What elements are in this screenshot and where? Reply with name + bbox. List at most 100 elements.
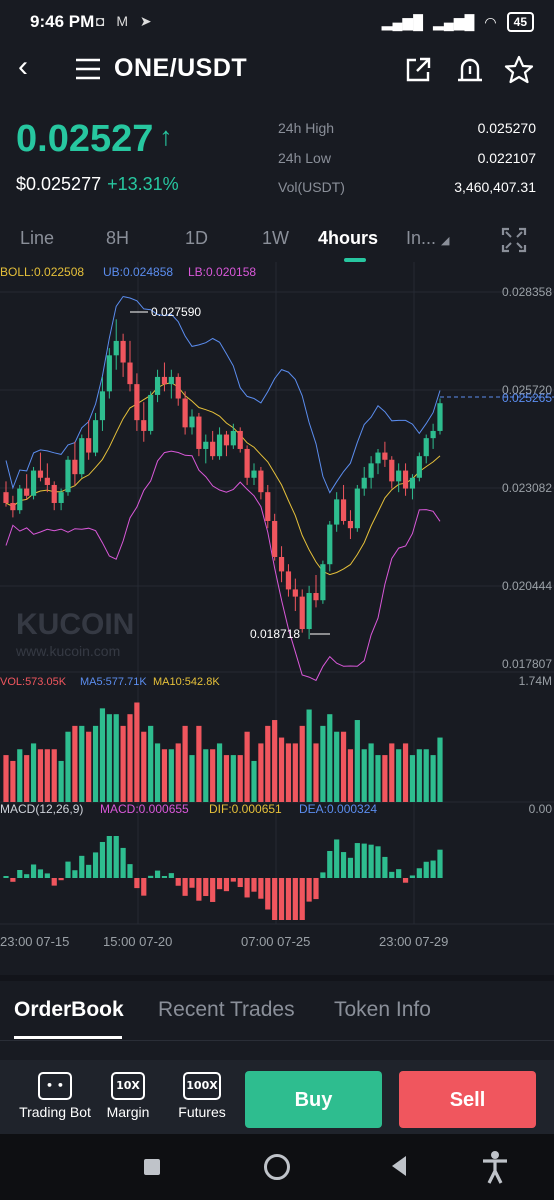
low-value: 0.022107 [477, 150, 536, 166]
volume-bar [278, 737, 285, 802]
volume-bar [44, 749, 50, 802]
time-tick-2: 15:00 07-20 [103, 934, 172, 949]
candle-body [44, 477, 50, 485]
candle-body [278, 557, 285, 572]
macd-bar [10, 878, 16, 882]
candle [30, 466, 37, 500]
macd-axis-zero: 0.00 [529, 802, 553, 816]
macd-bar [396, 869, 402, 878]
time-tick-1: 23:00 07-15 [0, 934, 69, 949]
candle [51, 481, 57, 511]
candle [278, 546, 285, 583]
dif-value: DIF:0.000651 [209, 802, 282, 816]
macd-bar [272, 878, 278, 920]
candle-body [285, 571, 292, 590]
tab-orderbook[interactable]: OrderBook [14, 998, 124, 1021]
futures-button[interactable]: 100X Futures [162, 1072, 242, 1120]
candle-body [51, 484, 57, 503]
volume-bar [17, 749, 23, 802]
tab-token-info[interactable]: Token Info [334, 998, 431, 1021]
sell-button[interactable]: Sell [399, 1071, 536, 1128]
volume-bar [154, 743, 161, 802]
candle [161, 362, 168, 392]
margin-label: Margin [106, 1104, 150, 1120]
candle-body [182, 398, 188, 428]
candle [382, 441, 388, 467]
candle-body [258, 470, 264, 493]
candle [334, 492, 340, 532]
divider [0, 975, 554, 981]
volume-bar [299, 725, 305, 802]
interval-line[interactable]: Line [20, 228, 55, 248]
interval-indicators[interactable]: In... ◢ [406, 228, 450, 249]
fullscreen-icon[interactable] [500, 226, 528, 254]
accessibility-icon[interactable] [480, 1150, 510, 1184]
candle [409, 474, 416, 500]
volume-bar [423, 749, 429, 802]
tab-recent-trades[interactable]: Recent Trades [158, 998, 295, 1021]
macd-bar [210, 878, 216, 902]
recent-apps-icon[interactable] [144, 1159, 160, 1175]
signal-icon-2: ▂▄▆█ [433, 13, 475, 30]
candle-body [154, 376, 161, 395]
share-icon[interactable] [402, 54, 434, 86]
pair-title[interactable]: ONE/USDT [114, 54, 248, 82]
candle-body [306, 593, 312, 630]
price-tick-5: 0.017807 [502, 657, 552, 671]
interval-4hours[interactable]: 4hours [318, 228, 379, 248]
lb-label: LB:0.020158 [188, 265, 256, 279]
macd-bar [196, 878, 202, 901]
candle-body [168, 376, 174, 385]
home-icon[interactable] [264, 1154, 290, 1180]
macd-bar [258, 878, 264, 899]
interval-1w[interactable]: 1W [262, 228, 289, 248]
candle [402, 463, 409, 496]
interval-1d[interactable]: 1D [185, 228, 209, 248]
volume-bar [113, 714, 119, 802]
header: ‹ ONE/USDT [0, 44, 554, 96]
candle-body [37, 470, 44, 478]
volume-bar [244, 731, 250, 802]
boll-label: BOLL:0.022508 [0, 265, 84, 279]
volume-bar [437, 737, 443, 802]
volume-bar [127, 714, 133, 802]
candlestick-chart[interactable]: BOLL:0.022508 UB:0.024858 LB:0.020158 KU… [0, 262, 554, 962]
candle-body [437, 403, 443, 431]
macd-bar [30, 864, 37, 878]
back-nav-icon[interactable] [392, 1156, 406, 1176]
candle [251, 463, 257, 485]
candle [24, 474, 30, 500]
volume-bar [313, 743, 319, 802]
alert-icon[interactable] [454, 54, 486, 86]
volume-bar [368, 743, 374, 802]
trading-bot-button[interactable]: • • Trading Bot [15, 1072, 95, 1120]
time-tick-4: 23:00 07-29 [379, 934, 448, 949]
macd-bar [320, 872, 326, 878]
volume-bars [3, 702, 443, 802]
menu-icon[interactable] [74, 56, 102, 82]
back-icon[interactable]: ‹ [18, 50, 28, 83]
macd-bar [106, 836, 112, 878]
candle [368, 456, 374, 489]
candle-body [340, 499, 347, 521]
candle [196, 412, 202, 457]
star-icon[interactable] [503, 54, 535, 86]
interval-8h[interactable]: 8H [106, 228, 130, 248]
macd-bar [216, 878, 223, 890]
candle-body [327, 524, 333, 565]
candle [340, 484, 347, 525]
volume-bar [402, 743, 409, 802]
buy-button[interactable]: Buy [245, 1071, 382, 1128]
candle [99, 376, 106, 431]
fiat-price: $0.025277 +13.31% [16, 174, 179, 195]
margin-button[interactable]: 10X Margin [88, 1072, 168, 1120]
macd-bar [99, 841, 106, 878]
candle-body [389, 459, 395, 482]
macd-bar [182, 878, 188, 896]
candle [430, 423, 436, 449]
signal-icon: ▂▄▆█ [381, 13, 424, 30]
candle-body [72, 459, 78, 475]
ub-label: UB:0.024858 [103, 265, 173, 279]
candle-body [127, 362, 133, 385]
macd-bar [368, 844, 374, 878]
